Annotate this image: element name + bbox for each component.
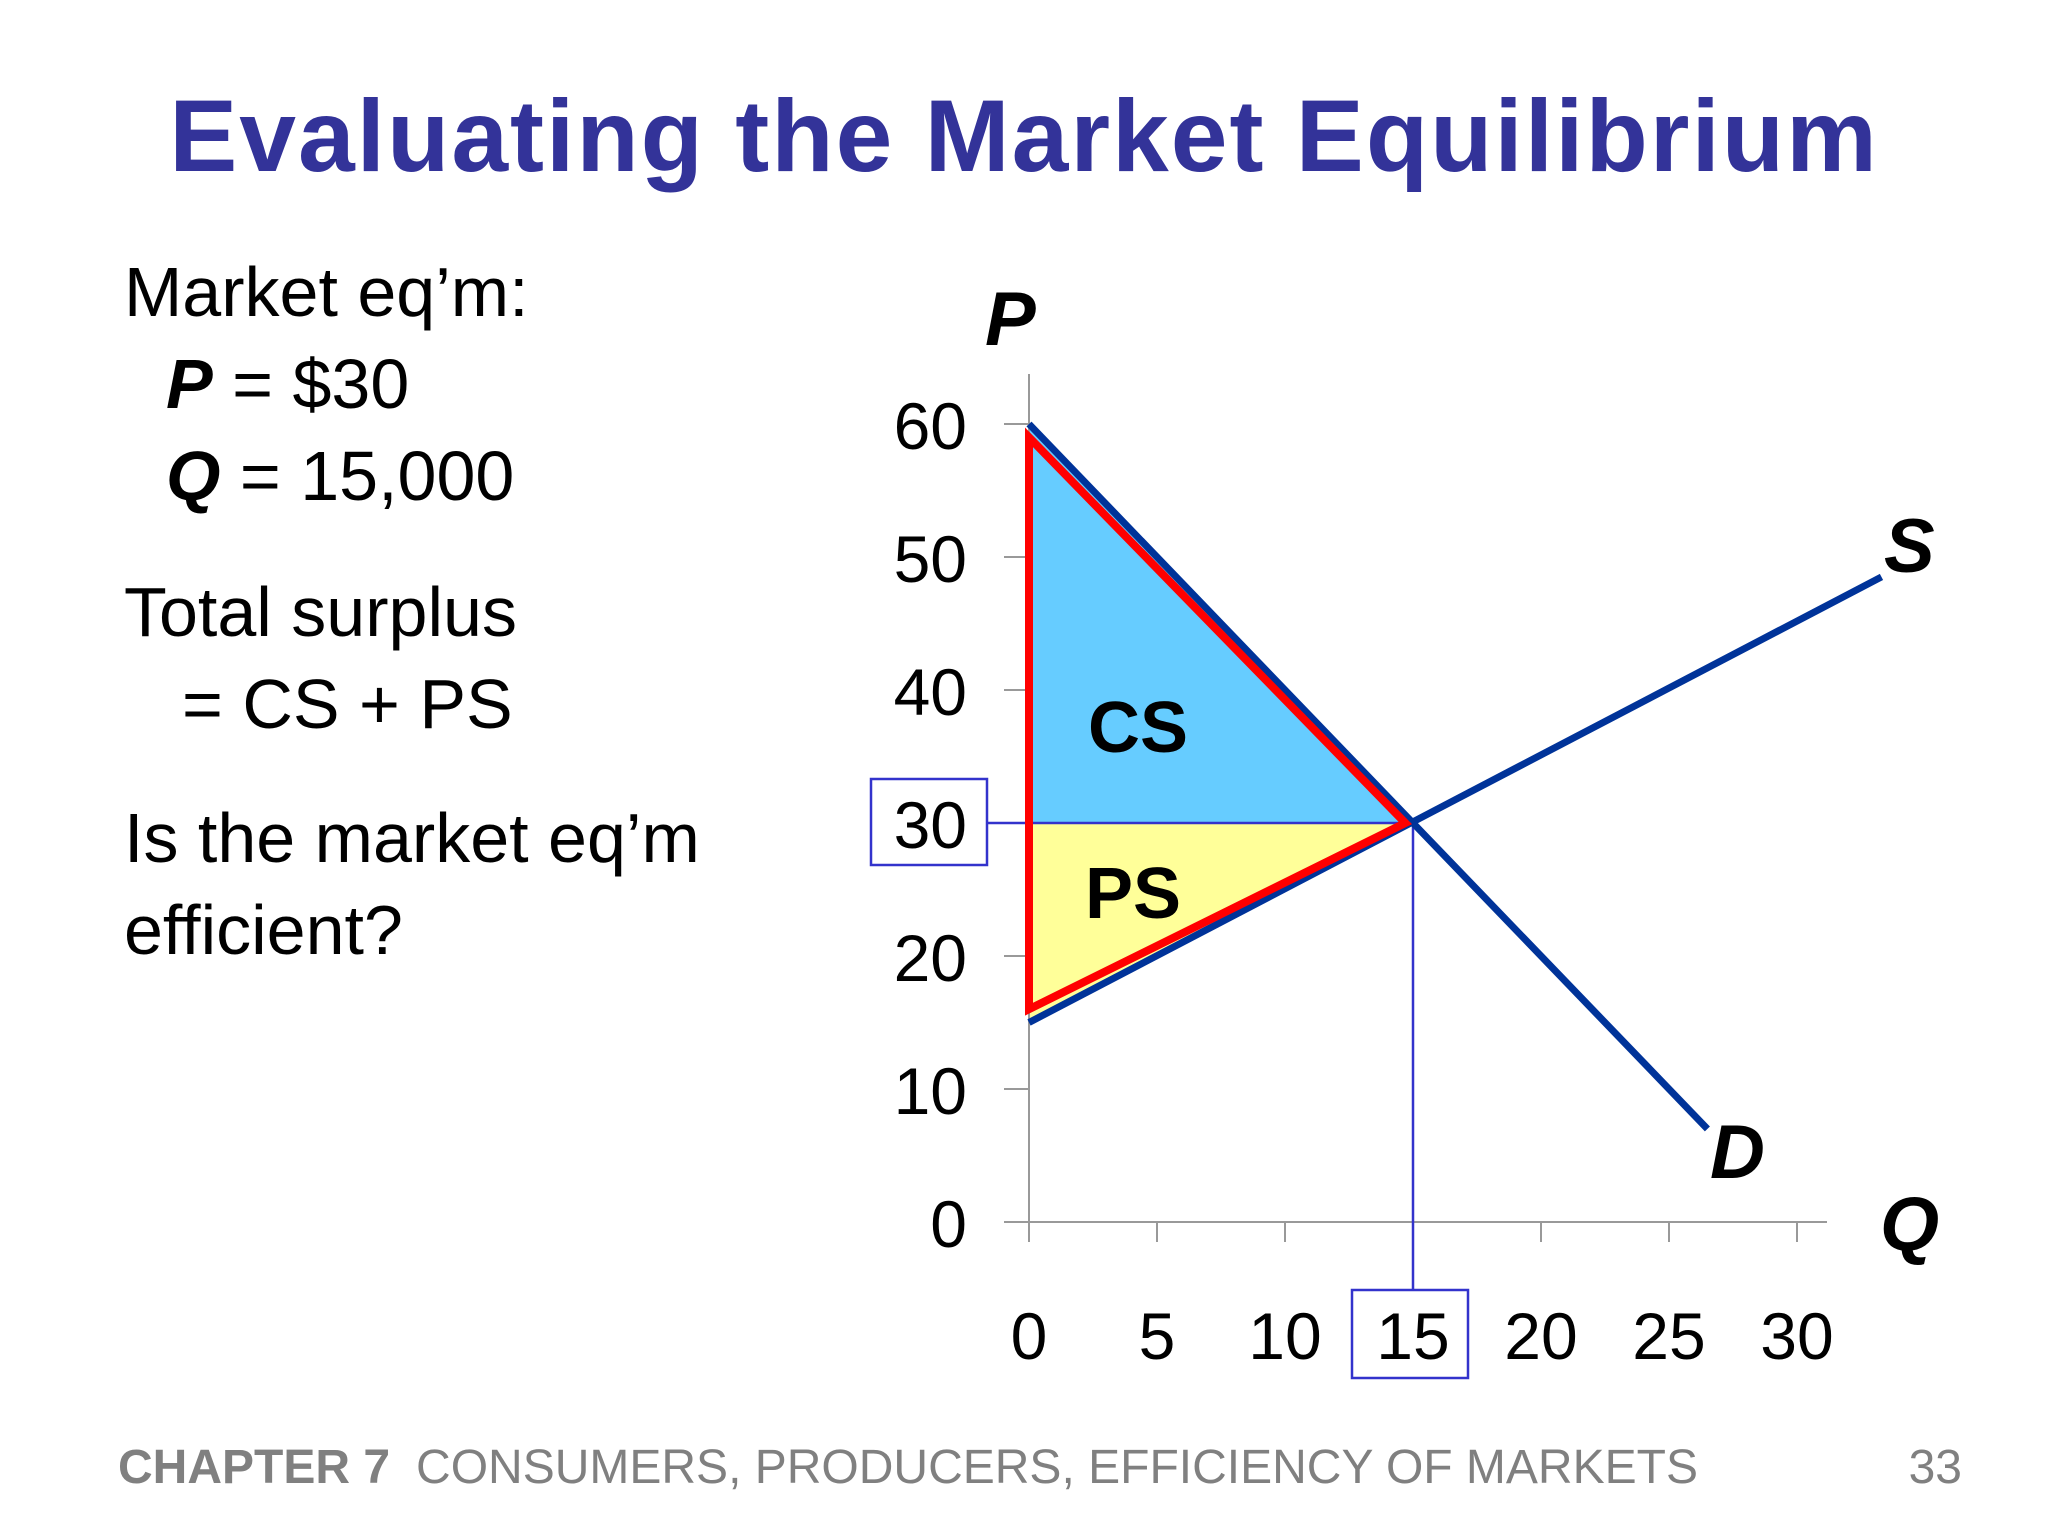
d-curve xyxy=(1026,421,1710,1132)
page-number: 33 xyxy=(1908,1441,1962,1494)
x-tick-label: 30 xyxy=(1760,1299,1833,1373)
price-highlight-box xyxy=(869,777,989,867)
y-tick-label: 60 xyxy=(894,389,967,463)
y-tick-label: 40 xyxy=(894,655,967,729)
question-line-2: efficient? xyxy=(124,891,403,969)
p-axis-title: P xyxy=(985,277,1036,362)
x-tick-label: 0 xyxy=(1011,1299,1048,1373)
quantity-value: = 15,000 xyxy=(220,437,515,515)
chart-curves xyxy=(1025,421,1884,1132)
slide-title: Evaluating the Market Equilibrium xyxy=(169,79,1879,193)
d-curve-label: D xyxy=(1710,1110,1765,1195)
equilibrium-guides xyxy=(869,777,1470,1380)
quantity-line: Q = 15,000 xyxy=(124,430,529,522)
x-tick-label: 25 xyxy=(1632,1299,1705,1373)
quantity-highlight-box xyxy=(1350,1288,1470,1380)
equilibrium-block: Market eq’m: P = $30 Q = 15,000 xyxy=(124,246,529,522)
question-line-1: Is the market eq’m xyxy=(124,799,700,877)
chart-labels: P Q S D CS PS xyxy=(985,277,1939,1267)
price-symbol: P xyxy=(166,345,213,423)
price-line: P = $30 xyxy=(124,338,529,430)
chart-axes: 0 10 20 30 40 50 60 0 5 10 15 20 25 30 xyxy=(894,374,1834,1373)
surplus-line-2: = CS + PS xyxy=(182,665,513,743)
q-axis-title: Q xyxy=(1880,1182,1939,1267)
footer: CHAPTER 7 CONSUMERS, PRODUCERS, EFFICIENC… xyxy=(118,1440,1698,1495)
footer-chapter-title: CONSUMERS, PRODUCERS, EFFICIENCY OF MARK… xyxy=(416,1441,1698,1494)
y-tick-label: 0 xyxy=(930,1187,967,1261)
total-surplus-outline xyxy=(1025,427,1413,1016)
y-tick-label: 10 xyxy=(894,1054,967,1128)
x-tick-label: 10 xyxy=(1248,1299,1321,1373)
s-curve xyxy=(1027,573,1884,1026)
y-tick-label: 20 xyxy=(894,921,967,995)
y-tick-label: 30 xyxy=(894,788,967,862)
question-block: Is the market eq’m efficient? xyxy=(124,792,700,976)
surplus-block: Total surplus = CS + PS xyxy=(124,566,517,750)
s-curve-label: S xyxy=(1884,504,1935,589)
price-value: = $30 xyxy=(212,345,410,423)
cs-label: CS xyxy=(1088,688,1188,768)
y-tick-label: 50 xyxy=(894,522,967,596)
surplus-line-1: Total surplus xyxy=(124,573,517,651)
ps-label: PS xyxy=(1085,854,1181,934)
x-tick-label: 15 xyxy=(1376,1299,1449,1373)
x-tick-label: 20 xyxy=(1504,1299,1577,1373)
quantity-symbol: Q xyxy=(166,437,221,515)
footer-chapter: CHAPTER 7 xyxy=(118,1441,391,1494)
x-tick-label: 5 xyxy=(1139,1299,1176,1373)
eqm-heading: Market eq’m: xyxy=(124,253,529,331)
